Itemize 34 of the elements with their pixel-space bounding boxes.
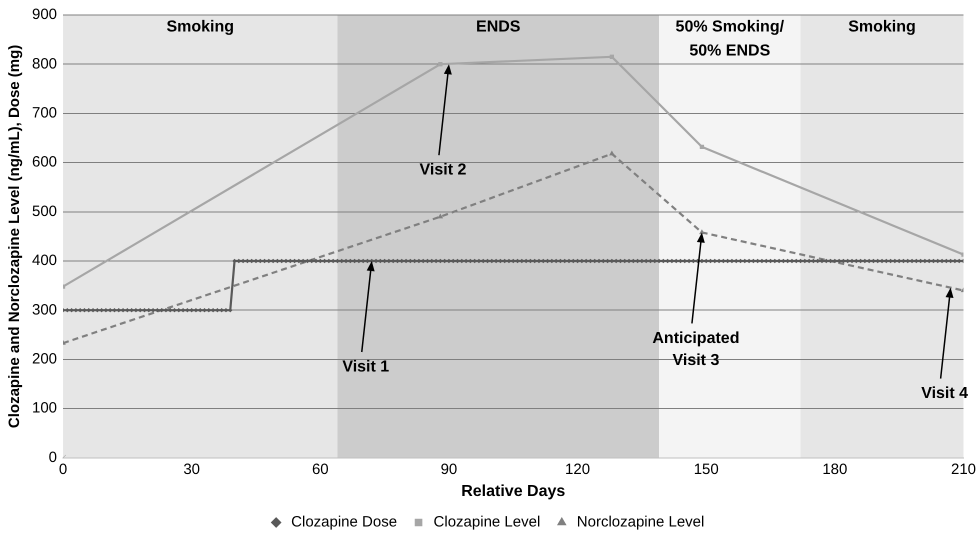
band-label: Smoking xyxy=(166,18,234,36)
x-axis-title: Relative Days xyxy=(461,482,566,500)
legend-label: Clozapine Dose xyxy=(291,514,398,531)
point xyxy=(610,54,614,59)
y-tick-label: 900 xyxy=(32,6,58,24)
x-tick-label: 60 xyxy=(312,460,329,478)
y-tick-label: 700 xyxy=(32,104,58,122)
annotation: Visit 1 xyxy=(342,358,390,376)
annotation: Visit 4 xyxy=(921,384,968,402)
annotation: Anticipated Visit 3 xyxy=(652,330,740,369)
legend-label: Clozapine Level xyxy=(434,514,540,531)
y-tick-label: 200 xyxy=(32,350,58,368)
x-tick-label: 150 xyxy=(694,460,719,478)
band-label: Smoking xyxy=(848,18,916,36)
y-tick-label: 500 xyxy=(32,202,58,220)
point xyxy=(438,62,442,66)
x-tick-label: 180 xyxy=(822,460,848,478)
band-label: 50% Smoking/ 50% ENDS xyxy=(676,18,785,60)
legend-label: Norclozapine Level xyxy=(576,514,704,531)
point xyxy=(700,144,704,149)
y-tick-label: 400 xyxy=(32,252,58,270)
x-tick-label: 90 xyxy=(440,460,458,478)
y-tick-label: 300 xyxy=(32,301,58,318)
y-tick-label: 0 xyxy=(48,448,58,466)
annotation: Visit 2 xyxy=(420,162,466,179)
x-tick-label: 120 xyxy=(565,460,590,478)
y-axis-title: Clozapine and Norclozapine Level (ng/mL), Dose (mg) xyxy=(6,44,24,428)
y-tick-label: 800 xyxy=(32,55,58,72)
x-tick-label: 30 xyxy=(183,460,200,478)
x-tick-label: 210 xyxy=(950,460,976,478)
band-label: ENDS xyxy=(476,18,521,36)
y-tick-label: 100 xyxy=(32,400,58,417)
point xyxy=(609,150,614,156)
y-tick-label: 600 xyxy=(32,154,58,171)
